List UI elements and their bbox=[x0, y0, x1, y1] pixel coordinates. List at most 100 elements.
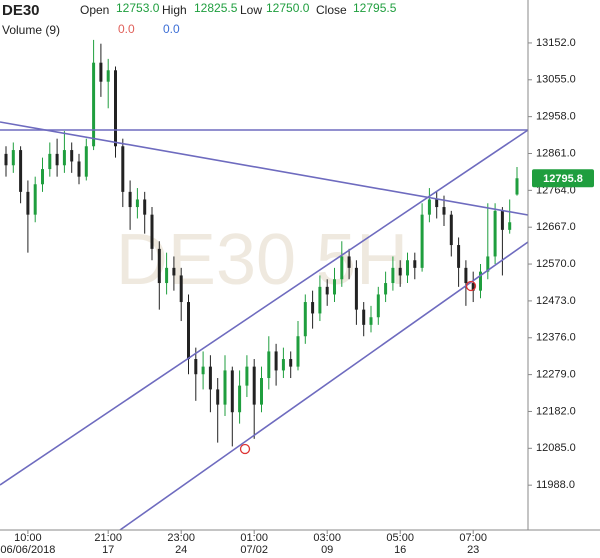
y-tick-label: 13152.0 bbox=[536, 37, 576, 49]
candle-body bbox=[260, 378, 263, 405]
candle-body bbox=[354, 267, 358, 310]
candle-body bbox=[150, 214, 154, 249]
candle-body bbox=[106, 70, 110, 82]
candle-body bbox=[128, 191, 132, 208]
y-tick-label: 12279.0 bbox=[536, 369, 576, 381]
candle-body bbox=[303, 302, 307, 337]
candle-body bbox=[508, 222, 512, 230]
candle-body bbox=[238, 385, 242, 413]
candle-body bbox=[48, 153, 52, 170]
candle-body bbox=[333, 279, 336, 295]
candle-body bbox=[135, 199, 139, 208]
candle-body bbox=[267, 351, 271, 379]
candle-body bbox=[201, 366, 205, 375]
x-tick-date: 23 bbox=[467, 544, 479, 556]
candle-body bbox=[325, 286, 329, 295]
candle-body bbox=[369, 317, 373, 325]
candle-body bbox=[33, 184, 37, 215]
x-tick-date: 17 bbox=[102, 544, 114, 556]
y-tick-label: 12667.0 bbox=[536, 221, 576, 233]
candle-body bbox=[493, 210, 497, 257]
candle-body bbox=[11, 150, 15, 166]
symbol: DE30 bbox=[2, 2, 40, 19]
open-value: 12753.0 bbox=[116, 1, 160, 15]
x-tick-date: 07/02 bbox=[240, 544, 268, 556]
candle-body bbox=[384, 283, 388, 295]
y-tick-label: 12861.0 bbox=[536, 147, 576, 159]
volume-value: 0.0 bbox=[118, 22, 135, 36]
candle-body bbox=[347, 256, 351, 268]
candle-body bbox=[70, 150, 74, 162]
candle-body bbox=[471, 283, 475, 291]
candle-body bbox=[41, 169, 44, 185]
candle-body bbox=[99, 62, 103, 82]
drawings bbox=[0, 121, 529, 531]
candle-body bbox=[442, 207, 446, 215]
x-tick-date: 24 bbox=[175, 544, 187, 556]
watermark: DE30 5H bbox=[116, 220, 408, 300]
trend-line bbox=[0, 129, 529, 486]
low-label: Low bbox=[240, 3, 262, 17]
candle-body bbox=[55, 153, 59, 166]
last-price-tag bbox=[532, 169, 594, 188]
y-tick-label: 12182.0 bbox=[536, 405, 576, 417]
candle-body bbox=[274, 351, 278, 371]
candle-body bbox=[77, 161, 81, 177]
x-tick-label: 07:00 bbox=[459, 532, 487, 544]
candle-body bbox=[208, 366, 212, 390]
candle-body bbox=[157, 248, 161, 284]
candle-body bbox=[92, 62, 96, 147]
candle-body bbox=[376, 294, 380, 318]
candle-body bbox=[500, 210, 504, 230]
trend-line bbox=[0, 121, 529, 216]
volume-value: 0.0 bbox=[163, 22, 180, 36]
y-tick-label: 12570.0 bbox=[536, 258, 576, 270]
candle-body bbox=[449, 214, 453, 246]
candle-body bbox=[62, 150, 66, 166]
x-tick-label: 03:00 bbox=[313, 532, 341, 544]
open-label: Open bbox=[80, 3, 109, 17]
candle-body bbox=[311, 302, 315, 314]
last-price-label: 12795.8 bbox=[543, 173, 583, 185]
candle-body bbox=[406, 260, 409, 276]
close-value: 12795.5 bbox=[353, 1, 397, 15]
candle-body bbox=[4, 153, 8, 166]
candle-body bbox=[179, 275, 183, 303]
y-tick-label: 11988.0 bbox=[536, 479, 575, 491]
x-tick-date: 16 bbox=[394, 544, 406, 556]
anchor-point bbox=[465, 280, 477, 292]
candle-body bbox=[318, 286, 322, 314]
close-label: Close bbox=[316, 3, 347, 17]
anchor-point bbox=[239, 443, 251, 455]
high-value: 12825.5 bbox=[194, 1, 238, 15]
candle-body bbox=[84, 146, 88, 177]
x-tick-date: 09 bbox=[321, 544, 333, 556]
candle-body bbox=[172, 267, 176, 276]
low-value: 12750.0 bbox=[266, 1, 310, 15]
candle-body bbox=[165, 267, 169, 284]
candle-body bbox=[296, 336, 300, 367]
y-tick-label: 13055.0 bbox=[536, 74, 576, 86]
candle-body bbox=[143, 199, 147, 215]
candle-body bbox=[289, 359, 293, 367]
candle-body bbox=[230, 370, 234, 413]
candle-body bbox=[413, 260, 417, 268]
candle-body bbox=[114, 70, 117, 147]
candle-body bbox=[486, 256, 490, 272]
candle-body bbox=[26, 191, 30, 215]
x-tick-label: 21:00 bbox=[94, 532, 122, 544]
x-tick-label: 10:00 bbox=[14, 532, 42, 544]
candle-body bbox=[362, 309, 366, 325]
candle-body bbox=[340, 256, 344, 280]
candle-body bbox=[252, 366, 256, 405]
x-tick-date: 06/06/2018 bbox=[0, 544, 55, 556]
candle-body bbox=[427, 199, 431, 215]
trend-line bbox=[119, 241, 529, 531]
candle-body bbox=[515, 178, 519, 195]
y-tick-label: 12958.0 bbox=[536, 111, 576, 123]
x-tick-label: 05:00 bbox=[386, 532, 414, 544]
candle-body bbox=[464, 267, 468, 284]
candle-body bbox=[194, 359, 198, 375]
candle-body bbox=[398, 267, 402, 276]
